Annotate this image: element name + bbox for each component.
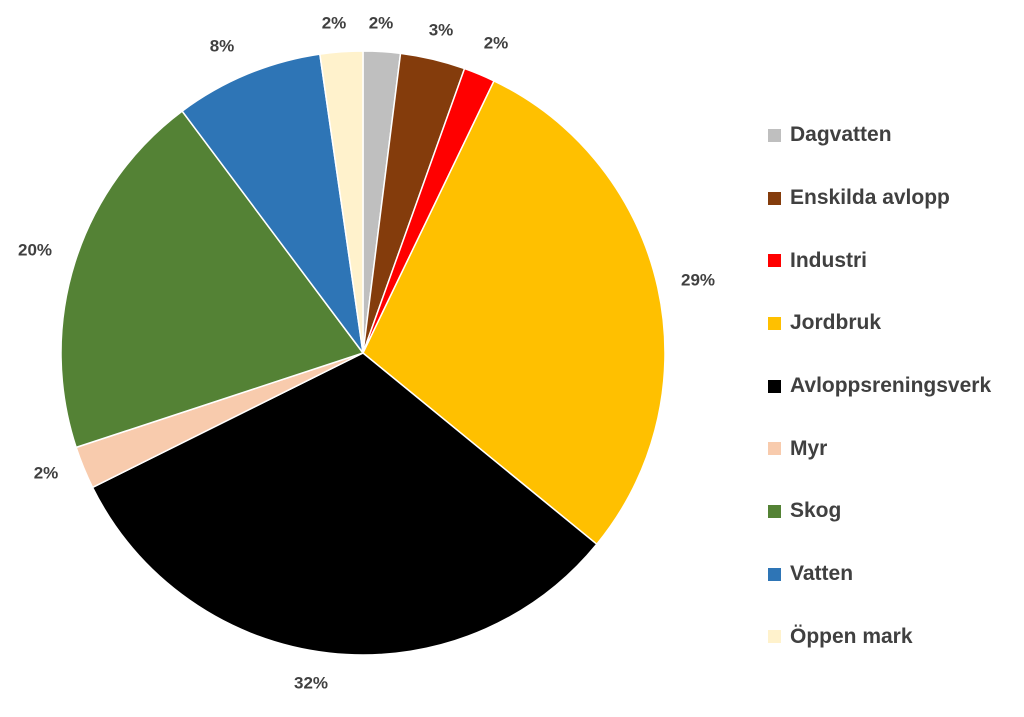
pie-slice-jordbruk xyxy=(362,79,666,546)
legend-label: Vatten xyxy=(790,562,854,586)
legend-label: Industri xyxy=(790,248,867,272)
legend-swatch xyxy=(768,630,781,644)
legend-label: Avloppsreningsverk xyxy=(790,374,992,398)
pie-slice--ppen-mark xyxy=(319,50,364,354)
legend-swatch xyxy=(768,379,781,393)
legend-swatch xyxy=(768,316,781,330)
legend-label: Skog xyxy=(790,499,842,523)
legend-label: Jordbruk xyxy=(790,311,882,335)
pie-data-labels: 2% 3% 2% 29% 32% 2% 20% 8% 2% xyxy=(18,13,715,692)
data-label-industri: 2% xyxy=(484,33,509,52)
legend-item: Enskilda avlopp xyxy=(768,167,1018,230)
legend-item: Vatten xyxy=(768,543,1018,606)
legend-label: Dagvatten xyxy=(790,123,892,147)
legend-swatch xyxy=(768,191,781,205)
legend-item: Industri xyxy=(768,229,1018,292)
pie-slice-avloppsreningsverk xyxy=(91,352,598,656)
pie-slices xyxy=(60,50,666,656)
legend-item: Avloppsreningsverk xyxy=(768,355,1018,418)
data-label--ppen-mark: 2% xyxy=(322,13,347,32)
pie-slice-vatten xyxy=(181,53,364,354)
legend-item: Myr xyxy=(768,417,1018,480)
legend-label: Öppen mark xyxy=(790,624,913,648)
data-label-dagvatten: 2% xyxy=(369,13,394,32)
data-label-jordbruk: 29% xyxy=(681,270,715,289)
data-label-avloppsreningsverk: 32% xyxy=(294,673,328,692)
legend-swatch xyxy=(768,128,781,142)
legend-item: Skog xyxy=(768,480,1018,543)
legend-label: Enskilda avlopp xyxy=(790,186,950,210)
legend-swatch xyxy=(768,442,781,456)
legend-item: Jordbruk xyxy=(768,292,1018,355)
pie-slice-skog xyxy=(60,110,365,449)
legend-item: Öppen mark xyxy=(768,606,1018,669)
legend: Dagvatten Enskilda avlopp Industri Jordbruk… xyxy=(768,104,1018,668)
data-label-enskilda-avlopp: 3% xyxy=(429,20,454,39)
legend-label: Myr xyxy=(790,436,828,460)
legend-swatch xyxy=(768,254,781,268)
data-label-skog: 20% xyxy=(18,240,52,259)
legend-item: Dagvatten xyxy=(768,104,1018,167)
legend-swatch xyxy=(768,504,781,518)
legend-swatch xyxy=(768,567,781,581)
data-label-vatten: 8% xyxy=(210,36,235,55)
data-label-myr: 2% xyxy=(34,463,59,482)
